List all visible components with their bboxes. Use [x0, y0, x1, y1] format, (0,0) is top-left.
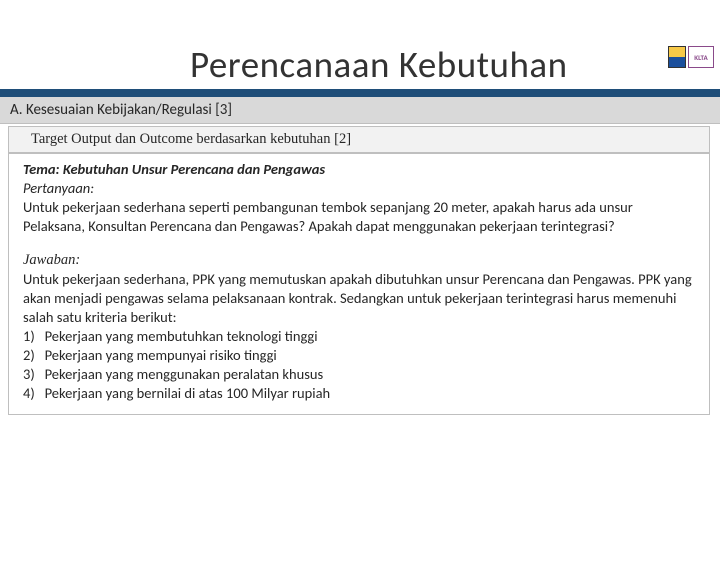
answer-intro: Untuk pekerjaan sederhana, PPK yang memu…: [23, 270, 695, 327]
section-header: A. Kesesuaian Kebijakan/Regulasi [3]: [0, 97, 720, 124]
page-title: Perencanaan Kebutuhan: [190, 42, 700, 87]
title-underline: [0, 89, 720, 97]
criteria-item: 3) Pekerjaan yang menggunakan peralatan …: [23, 365, 695, 384]
logo-area: KLTA: [668, 46, 714, 68]
theme-text: Kebutuhan Unsur Perencana dan Pengawas: [63, 160, 325, 178]
answer-block: Jawaban: Untuk pekerjaan sederhana, PPK …: [23, 251, 695, 404]
criteria-item: 2) Pekerjaan yang mempunyai risiko tingg…: [23, 346, 695, 365]
answer-label: Jawaban:: [23, 251, 695, 270]
sub-header: Target Output dan Outcome berdasarkan ke…: [8, 126, 710, 153]
theme-label: Tema:: [23, 160, 60, 178]
criteria-item: 4) Pekerjaan yang bernilai di atas 100 M…: [23, 384, 695, 403]
criteria-item: 1) Pekerjaan yang membutuhkan teknologi …: [23, 327, 695, 346]
theme-line: Tema: Kebutuhan Unsur Perencana dan Peng…: [23, 160, 695, 179]
question-label: Pertanyaan:: [23, 179, 695, 198]
title-section: Perencanaan Kebutuhan: [0, 42, 720, 97]
question-text: Untuk pekerjaan sederhana seperti pemban…: [23, 198, 695, 236]
logo-klta: KLTA: [688, 46, 714, 68]
logo-pu: [668, 46, 686, 68]
content-box: Tema: Kebutuhan Unsur Perencana dan Peng…: [8, 153, 710, 415]
criteria-list: 1) Pekerjaan yang membutuhkan teknologi …: [23, 327, 695, 404]
